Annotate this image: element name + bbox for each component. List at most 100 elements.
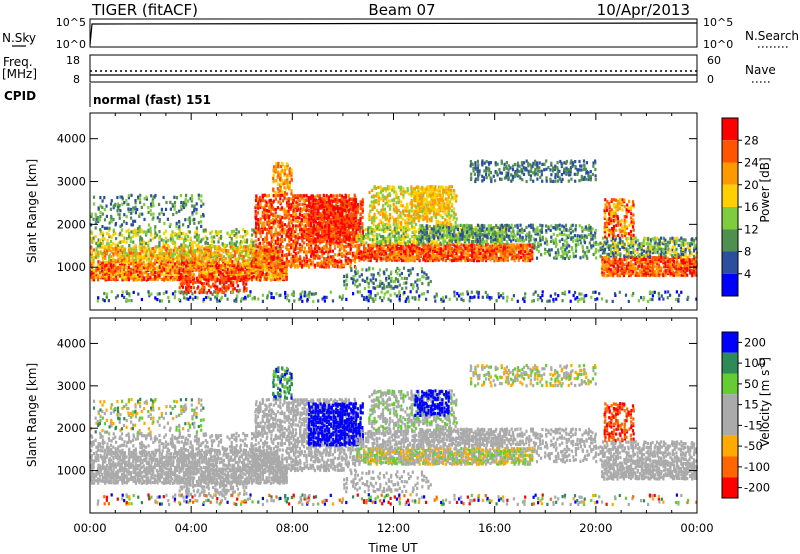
- power-cell: [292, 231, 295, 235]
- power-cell: [231, 253, 234, 257]
- power-cell: [439, 247, 442, 251]
- power-cell: [178, 265, 181, 269]
- power-cell: [251, 233, 254, 237]
- power-cell: [114, 221, 118, 226]
- power-cell: [227, 259, 230, 263]
- power-cell: [230, 252, 233, 256]
- power-cell: [417, 214, 420, 218]
- power-cell: [492, 231, 495, 235]
- power-cell: [316, 249, 319, 253]
- power-cell: [531, 243, 534, 247]
- power-cell: [444, 255, 447, 259]
- power-cell: [285, 272, 288, 276]
- power-cell: [163, 278, 166, 282]
- power-cell: [275, 165, 278, 169]
- power-cell: [184, 269, 187, 273]
- power-cell: [296, 263, 299, 267]
- power-cell: [214, 290, 217, 294]
- power-cell: [109, 244, 112, 248]
- power-cell: [386, 248, 390, 252]
- power-cell: [238, 251, 241, 255]
- power-cell: [361, 229, 364, 233]
- power-cell: [349, 224, 353, 228]
- power-cell: [143, 257, 146, 261]
- power-cell: [276, 206, 279, 210]
- power-cell: [265, 200, 268, 204]
- power-cell: [452, 238, 455, 242]
- power-cell: [512, 250, 516, 254]
- power-cell: [239, 262, 242, 266]
- power-cell: [127, 266, 130, 270]
- power-cell: [149, 265, 152, 269]
- power-cell: [101, 237, 104, 241]
- power-cell: [233, 266, 236, 270]
- power-cell: [109, 218, 112, 222]
- power-cell: [241, 272, 244, 276]
- power-cell: [413, 259, 416, 263]
- power-cell: [410, 185, 413, 189]
- power-cell: [99, 231, 102, 236]
- power-cell: [255, 217, 258, 221]
- power-cell: [112, 257, 115, 261]
- power-cell: [329, 231, 333, 235]
- power-cell: [138, 245, 141, 249]
- power-cell: [410, 202, 414, 206]
- power-cell: [268, 226, 271, 230]
- power-cell: [177, 262, 181, 266]
- power-cell: [149, 276, 152, 280]
- power-cell: [266, 255, 269, 259]
- power-cell: [427, 243, 430, 247]
- power-cell: [158, 247, 161, 251]
- power-cell: [196, 257, 199, 261]
- power-cell: [275, 261, 278, 265]
- power-cell: [486, 242, 489, 247]
- power-cell: [411, 209, 414, 213]
- power-cell: [493, 246, 496, 251]
- power-cell: [132, 265, 135, 269]
- power-cell: [154, 258, 157, 263]
- power-cell: [224, 260, 227, 264]
- power-cell: [353, 210, 356, 214]
- power-cell: [488, 255, 491, 259]
- power-cell: [385, 257, 388, 261]
- power-cell: [169, 278, 172, 282]
- power-cell: [95, 271, 98, 275]
- power-cell: [269, 198, 272, 202]
- power-cell: [225, 289, 228, 293]
- power-cell: [347, 230, 350, 234]
- power-cell: [406, 209, 409, 213]
- power-cell: [370, 204, 373, 208]
- power-cell: [94, 275, 97, 280]
- power-cell: [219, 287, 222, 291]
- power-cell: [146, 249, 149, 253]
- power-cell: [136, 276, 139, 280]
- power-cell: [107, 270, 111, 274]
- power-cell: [402, 209, 405, 213]
- power-cell: [333, 246, 337, 250]
- power-cell: [384, 240, 387, 244]
- power-cell: [270, 267, 273, 272]
- power-cell: [221, 258, 224, 262]
- power-cell: [169, 276, 172, 280]
- power-cell: [515, 243, 519, 247]
- power-cell: [277, 200, 280, 204]
- power-cell: [399, 187, 402, 191]
- power-cell: [149, 260, 152, 264]
- power-cell: [272, 194, 275, 198]
- power-cell: [105, 249, 109, 253]
- power-cell: [416, 243, 419, 247]
- power-cell: [186, 269, 189, 273]
- power-cell: [99, 196, 102, 200]
- power-cell: [101, 205, 104, 209]
- power-cell: [411, 243, 414, 247]
- power-cell: [221, 266, 224, 270]
- power-cell: [252, 244, 255, 248]
- power-cell: [92, 202, 96, 206]
- power-cell: [137, 273, 140, 277]
- power-cell: [221, 242, 224, 246]
- power-cell: [138, 230, 141, 234]
- power-cell: [169, 233, 172, 238]
- power-cell: [388, 192, 391, 196]
- power-cell: [314, 263, 317, 267]
- power-cell: [528, 243, 531, 247]
